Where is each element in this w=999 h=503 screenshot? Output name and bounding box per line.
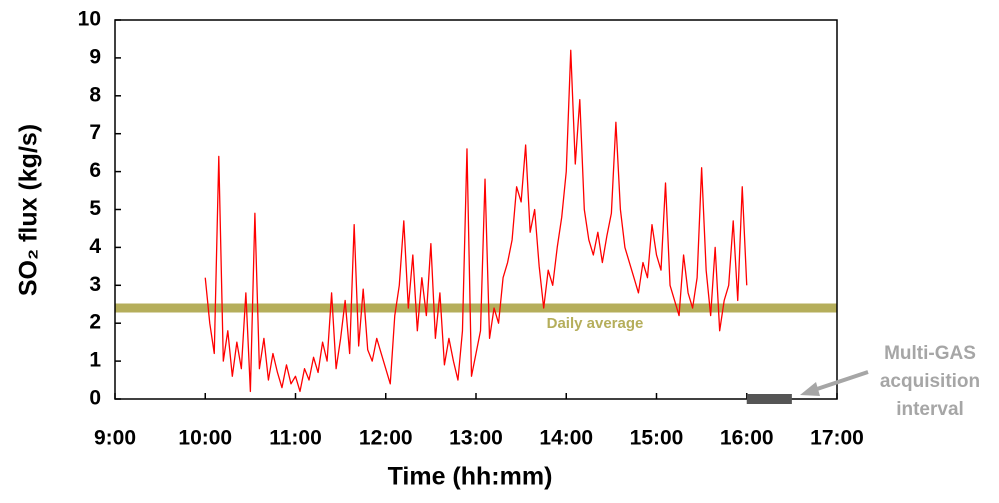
y-axis-label: SO₂ flux (kg/s) [15,124,43,296]
x-tick-label: 10:00 [178,427,232,450]
x-tick-label: 16:00 [720,427,774,450]
y-tick-label: 4 [89,235,101,258]
average-label: Daily average [547,315,644,332]
y-tick-label: 9 [89,45,101,68]
interval-label: acquisition [880,371,980,392]
y-tick-label: 2 [89,311,101,334]
data-line [204,49,748,393]
y-tick-label: 8 [89,83,101,106]
y-tick-label: 7 [89,121,101,144]
y-tick-label: 5 [89,197,101,220]
y-tick-label: 10 [78,8,101,31]
y-tick-label: 3 [89,273,101,296]
x-tick-label: 11:00 [269,427,322,450]
y-tick-label: 0 [89,387,101,410]
x-axis-label: Time (hh:mm) [388,463,553,491]
x-tick-label: 14:00 [539,427,593,450]
interval-label: Multi-GAS [884,343,976,364]
x-tick-label: 15:00 [630,427,684,450]
interval-arrow [807,370,869,394]
x-tick-label: 12:00 [359,427,413,450]
x-tick-label: 17:00 [810,427,864,450]
y-tick-label: 6 [89,159,101,182]
interval-arrowhead [800,382,820,396]
x-tick-label: 9:00 [94,427,136,450]
y-tick-label: 1 [89,349,101,372]
interval-bar [746,394,792,404]
interval-label: interval [896,399,964,420]
x-tick-label: 13:00 [449,427,503,450]
